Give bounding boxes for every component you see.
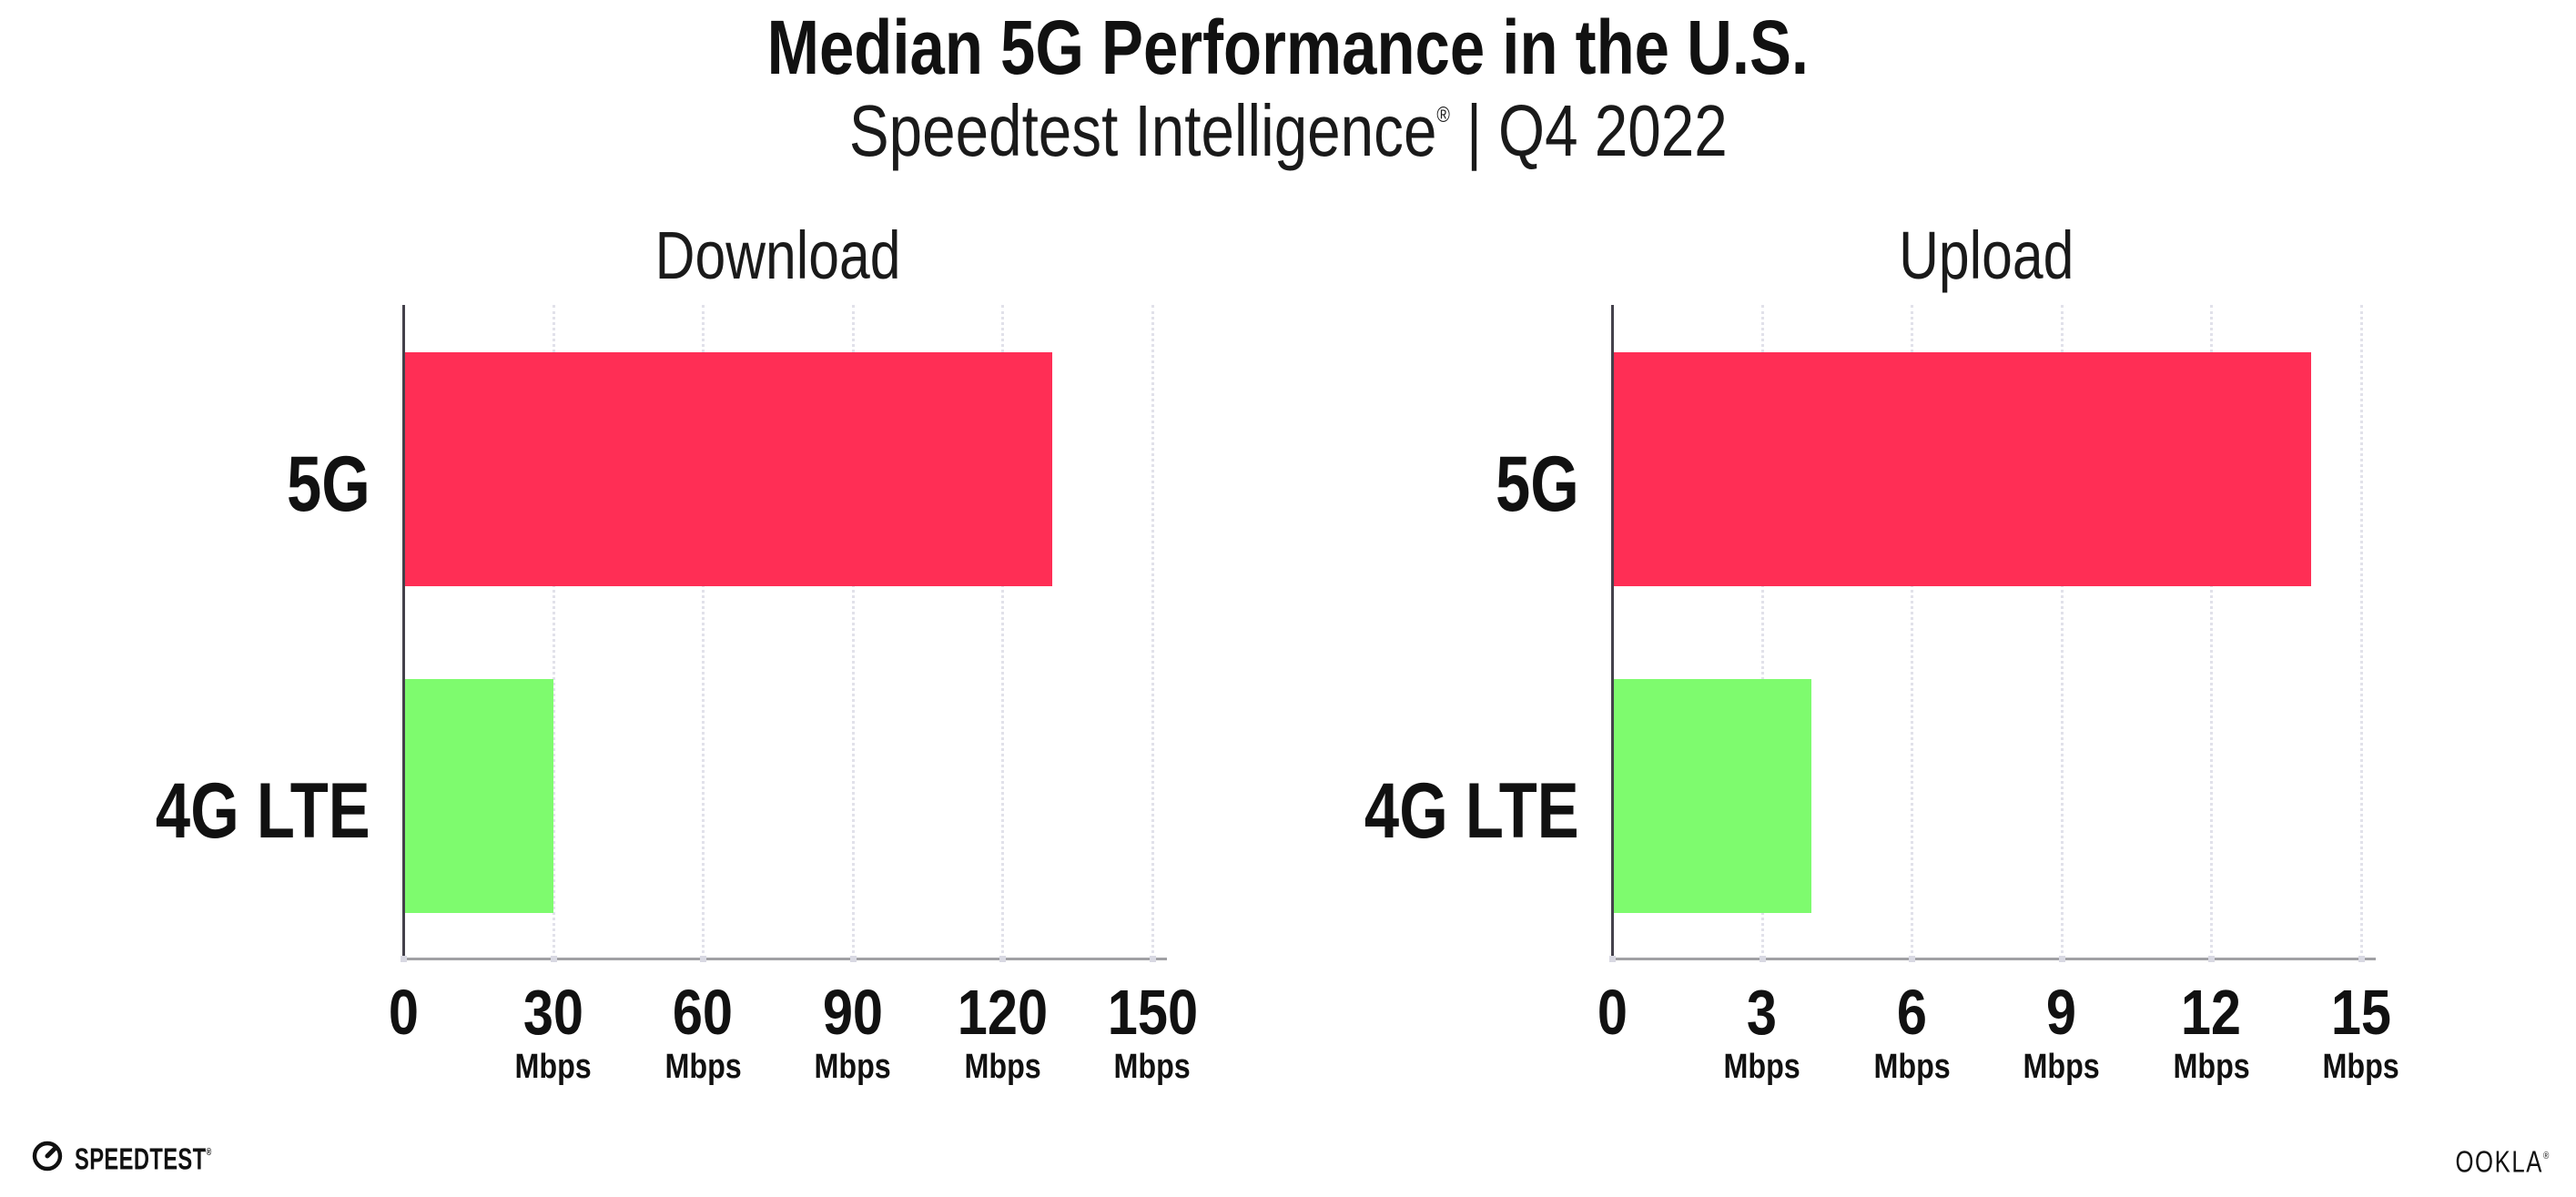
download-gridline-60	[702, 305, 705, 959]
download-tick-unit-120: Mbps	[964, 1048, 1041, 1086]
ookla-logo-text: OOKLA®	[2455, 1144, 2551, 1179]
download-category-label-4g-lte: 4G LTE	[156, 766, 370, 855]
upload-tick-label-3: 3	[1747, 977, 1778, 1048]
upload-gridline-6	[1911, 305, 1914, 959]
speedometer-gauge-icon	[32, 1141, 63, 1172]
upload-tick-unit-15: Mbps	[2322, 1048, 2400, 1086]
subtitle-brand: Speedtest Intelligence	[848, 90, 1437, 171]
download-tick-unit-150: Mbps	[1113, 1048, 1192, 1086]
upload-tick-label-12: 12	[2181, 977, 2242, 1048]
upload-axis-tick-mark-3	[1759, 956, 1766, 962]
ookla-logo: OOKLA®	[2429, 1140, 2551, 1178]
registered-trademark-icon: ®	[1436, 102, 1450, 127]
ookla-registered-mark: ®	[2543, 1151, 2551, 1161]
download-y-axis-line	[402, 305, 405, 959]
upload-axis-tick-mark-15	[2358, 956, 2365, 962]
download-tick-label-60: 60	[673, 977, 734, 1048]
upload-gridline-12	[2210, 305, 2214, 959]
download-tick-label-120: 120	[957, 977, 1049, 1048]
download-x-axis-line	[401, 956, 1167, 962]
download-category-label-5g: 5G	[287, 440, 370, 528]
upload-plot-area	[1609, 305, 2376, 962]
page-title: Median 5G Performance in the U.S.	[0, 9, 2576, 86]
download-tick-label-30: 30	[522, 977, 583, 1048]
upload-tick-unit-6: Mbps	[1873, 1048, 1951, 1086]
upload-tick-unit-3: Mbps	[1723, 1048, 1800, 1086]
upload-gridline-15	[2360, 305, 2363, 959]
upload-x-axis-line	[1609, 956, 2376, 962]
page-subtitle-text: Speedtest Intelligence® | Q4 2022	[849, 91, 1728, 171]
download-gridline-150	[1151, 305, 1154, 959]
download-plot-area	[401, 305, 1167, 962]
download-tick-label-90: 90	[822, 977, 883, 1048]
upload-tick-label-0: 0	[1597, 977, 1628, 1048]
download-axis-tick-mark-90	[849, 956, 857, 962]
upload-category-label-5g: 5G	[1496, 440, 1579, 528]
speedtest-registered-mark: ®	[206, 1147, 212, 1159]
download-chart-title: Download	[654, 218, 901, 293]
download-tick-label-150: 150	[1107, 977, 1198, 1048]
upload-tick-label-9: 9	[2046, 977, 2077, 1048]
upload-axis-tick-mark-12	[2208, 956, 2216, 962]
download-tick-label-0: 0	[388, 977, 419, 1048]
download-axis-tick-mark-30	[550, 956, 557, 962]
upload-y-axis-line	[1611, 305, 1614, 959]
download-axis-tick-mark-0	[401, 956, 407, 962]
upload-gridline-9	[2060, 305, 2064, 959]
upload-axis-tick-mark-0	[1609, 956, 1616, 962]
download-bar-4g-lte	[403, 679, 553, 913]
download-tick-unit-90: Mbps	[814, 1048, 891, 1086]
upload-axis-tick-mark-6	[1909, 956, 1916, 962]
download-axis-tick-mark-150	[1150, 956, 1156, 962]
download-axis-tick-mark-120	[999, 956, 1007, 962]
upload-category-label-4g-lte: 4G LTE	[1364, 766, 1579, 855]
download-gridline-30	[552, 305, 555, 959]
upload-tick-label-6: 6	[1896, 977, 1927, 1048]
upload-gridline-3	[1760, 305, 1764, 959]
upload-bar-4g-lte	[1612, 679, 1812, 913]
speedtest-logo-text: SPEEDTEST®	[75, 1141, 212, 1176]
upload-chart-title: Upload	[1899, 218, 2074, 293]
subtitle-period: Q4 2022	[1497, 90, 1728, 171]
subtitle-separator: |	[1465, 90, 1482, 171]
upload-bar-5g	[1612, 352, 2312, 586]
download-gridline-120	[1001, 305, 1005, 959]
download-tick-unit-30: Mbps	[514, 1048, 592, 1086]
upload-tick-label-15: 15	[2330, 977, 2392, 1048]
page-subtitle: Speedtest Intelligence® | Q4 2022	[0, 91, 2576, 171]
download-tick-unit-60: Mbps	[664, 1048, 742, 1086]
upload-tick-unit-12: Mbps	[2173, 1048, 2250, 1086]
download-gridline-90	[851, 305, 855, 959]
speedtest-logo: SPEEDTEST®	[31, 1140, 265, 1175]
upload-tick-unit-9: Mbps	[2023, 1048, 2100, 1086]
download-axis-tick-mark-60	[700, 956, 707, 962]
upload-axis-tick-mark-9	[2058, 956, 2065, 962]
download-bar-5g	[403, 352, 1053, 586]
page-title-text: Median 5G Performance in the U.S.	[766, 5, 1810, 90]
